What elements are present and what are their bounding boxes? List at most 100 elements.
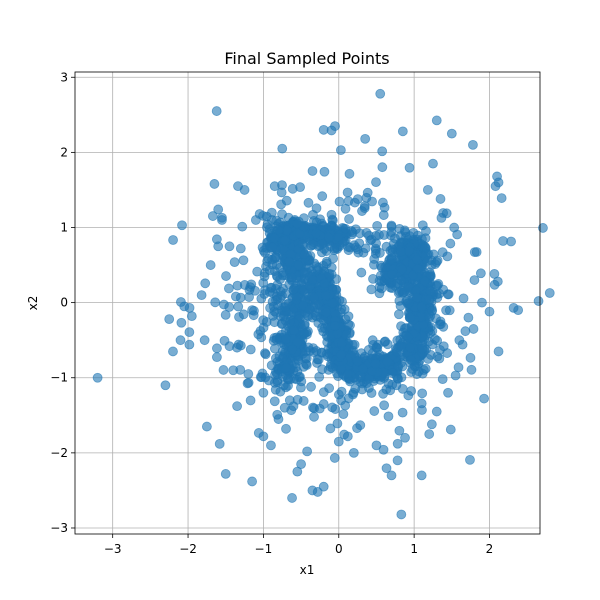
scatter-point [431, 406, 442, 417]
scatter-point [396, 509, 407, 520]
scatter-point [425, 286, 435, 297]
scatter-point [92, 372, 103, 383]
scatter-point [302, 446, 313, 457]
scatter-point [326, 209, 337, 220]
scatter-point [469, 275, 480, 285]
scatter-point [406, 386, 417, 396]
scatter-point [259, 289, 270, 299]
scatter-point [438, 284, 449, 295]
scatter-point [371, 440, 382, 451]
scatter-point [217, 212, 227, 223]
scatter-point [333, 436, 344, 447]
scatter-point [308, 343, 319, 354]
scatter-point [381, 463, 392, 474]
scatter-point [308, 209, 318, 220]
scatter-point [271, 259, 282, 270]
scatter-point [388, 239, 399, 249]
scatter-point [234, 312, 244, 322]
x-tick-label: −1 [255, 542, 273, 556]
scatter-point [435, 194, 446, 204]
scatter-point [258, 322, 269, 333]
scatter-point [370, 358, 381, 369]
scatter-point [450, 370, 461, 381]
scatter-point [411, 292, 422, 303]
scatter-point [465, 352, 476, 363]
y-axis-label: x2 [26, 296, 40, 311]
scatter-point [336, 349, 347, 360]
scatter-point [228, 365, 239, 376]
x-tick-label: 1 [410, 542, 418, 556]
scatter-point [175, 335, 186, 346]
scatter-point [360, 133, 371, 144]
scatter-point [394, 309, 404, 320]
scatter-point [538, 223, 548, 233]
scatter-point [404, 162, 415, 173]
scatter-point [376, 262, 387, 273]
scatter-point [327, 363, 338, 373]
scatter-point [299, 249, 310, 260]
y-tick-label: −1 [50, 371, 68, 385]
scatter-point [281, 195, 292, 206]
scatter-point [489, 268, 500, 279]
scatter-point [513, 305, 524, 316]
scatter-point [239, 185, 250, 195]
scatter-point [245, 344, 256, 355]
scatter-point [342, 431, 353, 442]
scatter-point [432, 351, 443, 362]
scatter-point [279, 235, 290, 246]
scatter-point [358, 247, 369, 258]
scatter-point [345, 242, 355, 253]
scatter-point [269, 181, 280, 192]
scatter-point [412, 263, 423, 274]
scatter-point [333, 371, 343, 382]
scatter-point [479, 393, 489, 404]
scatter-point [312, 265, 323, 276]
scatter-point [292, 337, 303, 347]
scatter-point [309, 411, 319, 422]
scatter-point [327, 298, 338, 309]
scatter-point [405, 342, 416, 353]
scatter-point [423, 354, 434, 364]
scatter-point [288, 284, 299, 295]
scatter-point [266, 360, 277, 371]
scatter-point [221, 271, 231, 281]
scatter-point [207, 211, 218, 221]
scatter-point [282, 225, 293, 236]
scatter-point [235, 243, 246, 254]
scatter-point [210, 297, 221, 308]
scatter-point [397, 126, 408, 137]
scatter-point [186, 311, 197, 322]
scatter-point [493, 346, 504, 357]
scatter-point [324, 383, 335, 394]
scatter-point [176, 317, 187, 328]
scatter-point [416, 398, 427, 409]
scatter-point [493, 177, 504, 188]
scatter-point [397, 361, 408, 372]
scatter-point [205, 260, 216, 270]
scatter-point [352, 356, 363, 367]
scatter-point [496, 193, 507, 203]
scatter-point [317, 238, 327, 249]
scatter-point [345, 376, 355, 387]
scatter-point [396, 275, 407, 286]
scatter-point [333, 389, 344, 400]
scatter-point [348, 447, 359, 458]
scatter-point [338, 409, 349, 420]
scatter-point [466, 364, 477, 375]
scatter-point [270, 384, 281, 395]
scatter-point [252, 266, 263, 277]
scatter-point [303, 197, 314, 208]
scatter-point [404, 246, 414, 256]
scatter-point [243, 369, 254, 379]
scatter-point [321, 307, 331, 318]
scatter-point [258, 387, 269, 398]
scatter-point [324, 268, 335, 279]
points-layer [92, 88, 555, 520]
scatter-point [160, 380, 171, 391]
scatter-point [387, 254, 397, 265]
scatter-point [465, 454, 475, 465]
scatter-point [406, 355, 416, 365]
scatter-point [297, 238, 308, 249]
scatter-point [377, 146, 388, 157]
scatter-point [460, 326, 471, 337]
